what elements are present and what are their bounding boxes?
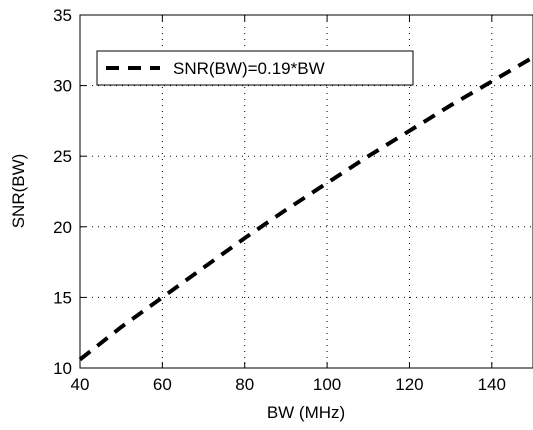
x-tick-label: 100 <box>313 375 341 394</box>
y-axis-label: SNR(BW) <box>9 154 28 229</box>
y-tick-label: 30 <box>53 77 72 96</box>
tick-labels: 40 60 80 100 120 140 10 15 20 25 30 35 <box>53 6 506 394</box>
ticks <box>79 14 493 369</box>
y-tick-label: 10 <box>53 359 72 378</box>
x-tick-label: 60 <box>153 375 172 394</box>
plot-area <box>79 14 533 369</box>
x-tick-label: 40 <box>71 375 90 394</box>
y-tick-label: 25 <box>53 147 72 166</box>
y-tick-label: 35 <box>53 6 72 25</box>
x-tick-label: 80 <box>235 375 254 394</box>
plot-frame <box>79 14 533 369</box>
x-axis-label: BW (MHz) <box>267 403 345 422</box>
legend-box <box>96 50 414 86</box>
y-tick-label: 15 <box>53 288 72 307</box>
x-tick-label: 140 <box>478 375 506 394</box>
series-line <box>78 55 533 362</box>
y-tick-label: 20 <box>53 218 72 237</box>
legend-entry: SNR(BW)=0.19*BW <box>173 59 325 78</box>
legend: SNR(BW)=0.19*BW <box>96 50 414 86</box>
series-layer <box>78 55 533 362</box>
grid-lines <box>80 15 533 368</box>
x-tick-label: 120 <box>395 375 423 394</box>
